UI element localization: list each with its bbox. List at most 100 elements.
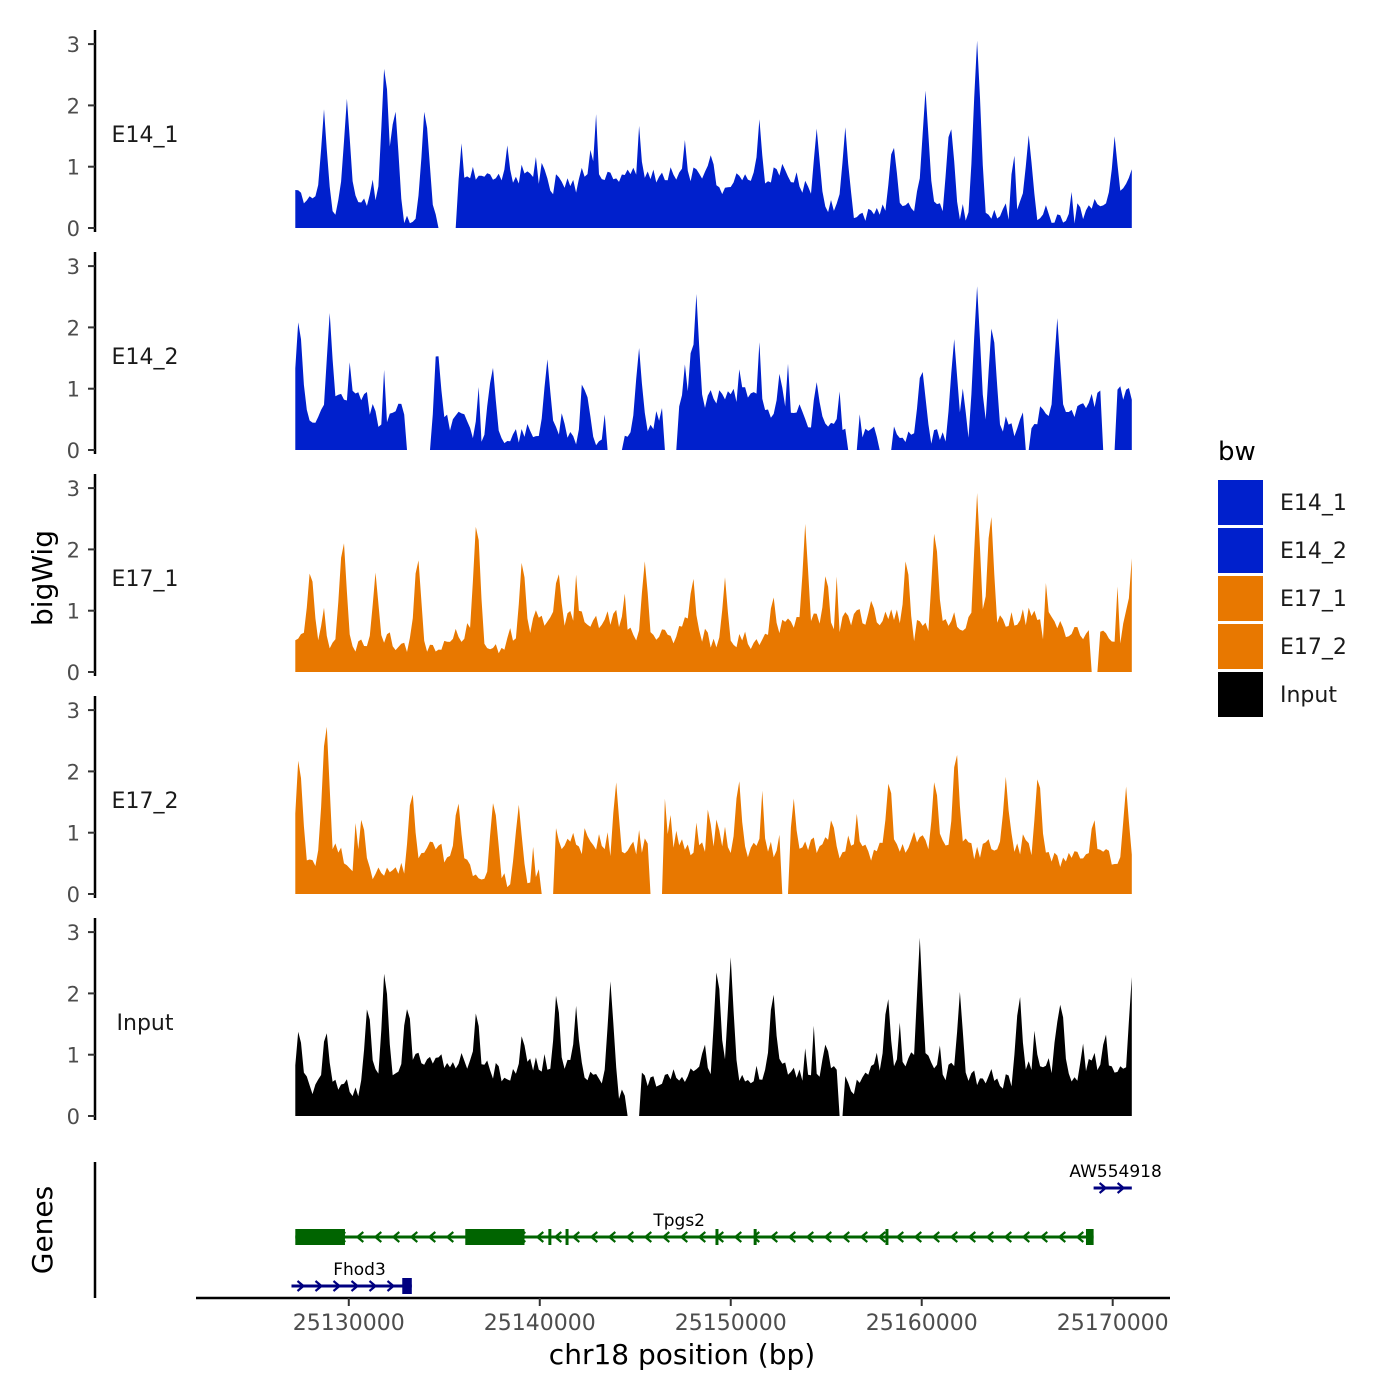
y-tick-label: 0 bbox=[67, 883, 80, 907]
signal-area bbox=[295, 493, 1132, 672]
exon bbox=[465, 1229, 525, 1245]
y-tick-label: 3 bbox=[67, 921, 80, 945]
legend-swatch-E17_1 bbox=[1218, 576, 1263, 621]
strand-arrow bbox=[368, 1280, 378, 1292]
y-tick-label: 1 bbox=[67, 822, 80, 846]
strand-arrow bbox=[571, 1231, 581, 1243]
y-tick-label: 2 bbox=[67, 982, 80, 1006]
legend-swatch-E14_1 bbox=[1218, 480, 1263, 525]
strand-arrow bbox=[913, 1231, 923, 1243]
legend: bw E14_1 E14_2 E17_1 E17_2 Input bbox=[1218, 437, 1347, 717]
strand-arrow bbox=[733, 1231, 743, 1243]
strand-arrow bbox=[314, 1280, 324, 1292]
strand-arrow bbox=[751, 1231, 761, 1243]
signal-area bbox=[295, 286, 1132, 450]
track-label: E14_1 bbox=[112, 123, 179, 148]
gene-label: Fhod3 bbox=[333, 1260, 386, 1280]
strand-arrow bbox=[553, 1231, 563, 1243]
y-tick-label: 2 bbox=[67, 760, 80, 784]
strand-arrow bbox=[985, 1231, 995, 1243]
strand-arrow bbox=[386, 1280, 396, 1292]
strand-arrow bbox=[823, 1231, 833, 1243]
y-tick-label: 3 bbox=[67, 699, 80, 723]
strand-arrow bbox=[625, 1231, 635, 1243]
y-tick-label: 2 bbox=[67, 316, 80, 340]
exon bbox=[295, 1229, 345, 1245]
x-tick-label: 25130000 bbox=[293, 1311, 405, 1336]
strand-arrow bbox=[1075, 1231, 1085, 1243]
strand-arrow bbox=[769, 1231, 779, 1243]
strand-arrow bbox=[1003, 1231, 1013, 1243]
exon bbox=[753, 1229, 757, 1245]
genes-axis-title: Genes bbox=[26, 1186, 59, 1274]
strand-arrow bbox=[1039, 1231, 1049, 1243]
gene-Fhod3: Fhod3 bbox=[291, 1260, 412, 1294]
gene-label: AW554918 bbox=[1069, 1162, 1161, 1182]
y-tick-label: 0 bbox=[67, 217, 80, 241]
y-tick-label: 2 bbox=[67, 538, 80, 562]
track-Input: 0 1 2 3 Input bbox=[67, 918, 1132, 1129]
exon bbox=[1085, 1229, 1094, 1245]
exon bbox=[715, 1229, 719, 1245]
y-tick-label: 3 bbox=[67, 33, 80, 57]
strand-arrow bbox=[445, 1231, 455, 1243]
strand-arrow bbox=[661, 1231, 671, 1243]
legend-swatch-E14_2 bbox=[1218, 528, 1263, 573]
exon bbox=[402, 1278, 412, 1294]
strand-arrow bbox=[679, 1231, 689, 1243]
x-tick-label: 25140000 bbox=[484, 1311, 596, 1336]
signal-area bbox=[295, 937, 1132, 1116]
strand-arrow bbox=[859, 1231, 869, 1243]
x-tick-label: 25150000 bbox=[675, 1311, 787, 1336]
strand-arrow bbox=[877, 1231, 887, 1243]
gene-label: Tpgs2 bbox=[652, 1211, 705, 1231]
strand-arrow bbox=[805, 1231, 815, 1243]
signal-area bbox=[295, 726, 1132, 894]
gene-AW554918: AW554918 bbox=[1069, 1162, 1162, 1194]
track-E14_2: 0 1 2 3 E14_2 bbox=[67, 252, 1132, 463]
strand-arrow bbox=[841, 1231, 851, 1243]
strand-arrow bbox=[535, 1231, 545, 1243]
track-E17_1: 0 1 2 3 E17_1 bbox=[67, 474, 1132, 685]
y-tick-label: 1 bbox=[67, 378, 80, 402]
strand-arrow bbox=[296, 1280, 306, 1292]
exon bbox=[548, 1229, 552, 1245]
strand-arrow bbox=[697, 1231, 707, 1243]
track-label: Input bbox=[117, 1011, 174, 1036]
y-tick-label: 0 bbox=[67, 439, 80, 463]
strand-arrow bbox=[373, 1231, 383, 1243]
exon bbox=[885, 1229, 889, 1245]
x-axis-title: chr18 position (bp) bbox=[549, 1338, 815, 1371]
strand-arrow bbox=[1057, 1231, 1067, 1243]
signal-area bbox=[295, 40, 1132, 228]
bigwig-track-panels: 0 1 2 3 E14_1 0 1 2 3 E14_2 0 1 2 3 E17_1 0 1 2 3 E17_2 0 1 2 3… bbox=[67, 30, 1132, 1129]
strand-arrow bbox=[391, 1231, 401, 1243]
y-tick-label: 1 bbox=[67, 1044, 80, 1068]
strand-arrow bbox=[967, 1231, 977, 1243]
y-tick-label: 1 bbox=[67, 600, 80, 624]
y-tick-label: 1 bbox=[67, 156, 80, 180]
y-tick-label: 2 bbox=[67, 94, 80, 118]
strand-arrow bbox=[589, 1231, 599, 1243]
y-tick-label: 0 bbox=[67, 661, 80, 685]
strand-arrow bbox=[332, 1280, 342, 1292]
track-E14_1: 0 1 2 3 E14_1 bbox=[67, 30, 1132, 241]
strand-arrow bbox=[409, 1231, 419, 1243]
strand-arrow bbox=[787, 1231, 797, 1243]
track-label: E14_2 bbox=[112, 345, 179, 370]
strand-arrow bbox=[1116, 1182, 1126, 1194]
track-label: E17_1 bbox=[112, 567, 179, 592]
strand-arrow bbox=[355, 1231, 365, 1243]
strand-arrow bbox=[1098, 1182, 1108, 1194]
genes-track-panel: AW554918 Tpgs2 Fhod3 bbox=[93, 1162, 1162, 1298]
legend-label-E17_1: E17_1 bbox=[1280, 587, 1347, 612]
y-axis-title: bigWig bbox=[26, 530, 59, 626]
strand-arrow bbox=[607, 1231, 617, 1243]
legend-label-Input: Input bbox=[1280, 683, 1337, 708]
track-label: E17_2 bbox=[112, 789, 179, 814]
y-tick-label: 3 bbox=[67, 477, 80, 501]
legend-label-E17_2: E17_2 bbox=[1280, 635, 1347, 660]
legend-title: bw bbox=[1218, 437, 1256, 467]
x-tick-label: 25160000 bbox=[866, 1311, 978, 1336]
exon bbox=[565, 1229, 569, 1245]
